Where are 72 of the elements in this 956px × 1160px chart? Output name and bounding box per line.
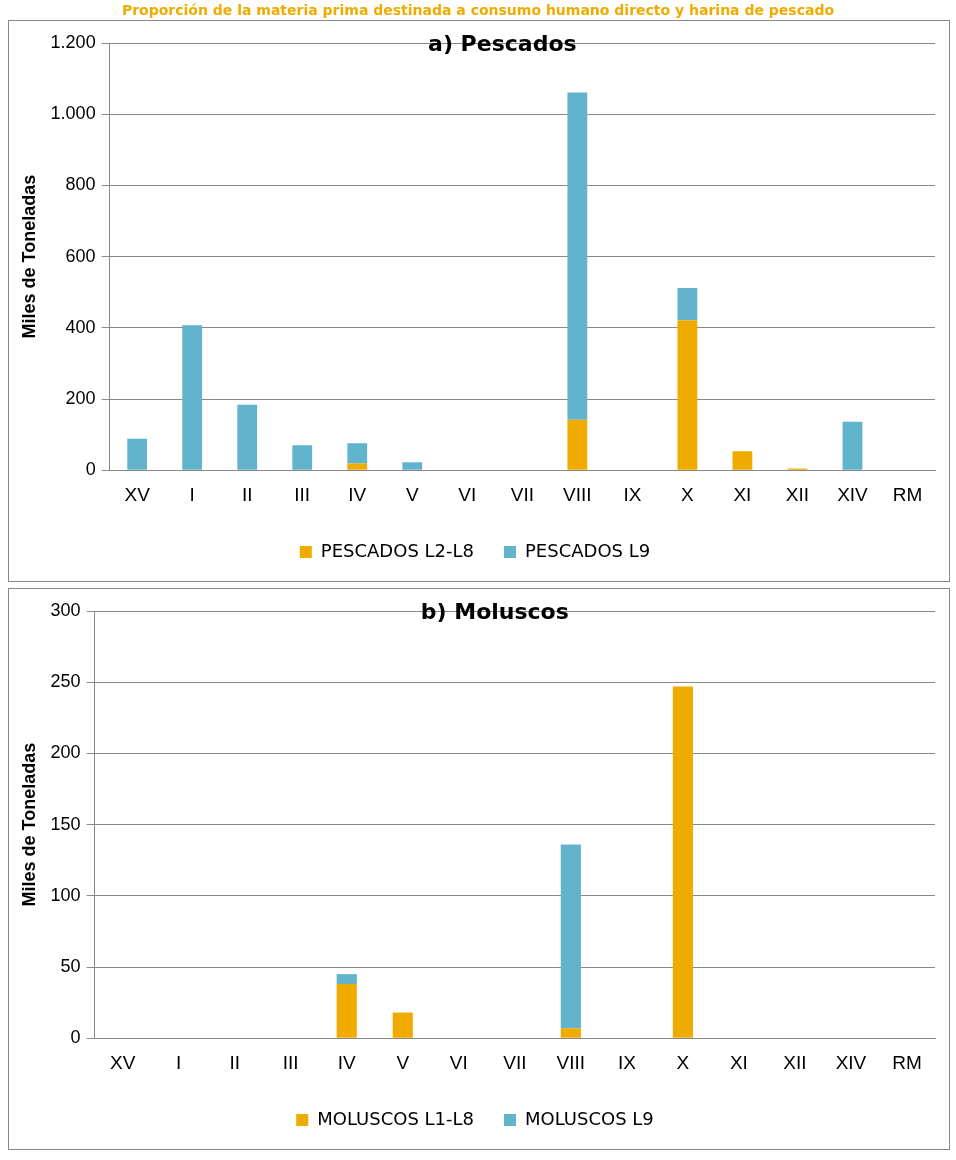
x-tick-label: VII bbox=[503, 1051, 527, 1073]
y-tick-label: 400 bbox=[65, 316, 96, 337]
bar bbox=[842, 421, 863, 470]
x-tick-label: XII bbox=[785, 483, 810, 505]
bar bbox=[677, 287, 698, 321]
x-tick-label: VIII bbox=[563, 483, 592, 505]
bar bbox=[127, 438, 148, 470]
x-tick-label: RM bbox=[892, 483, 923, 505]
legend-label: MOLUSCOS L9 bbox=[524, 1107, 654, 1129]
y-tick-label: 0 bbox=[70, 1027, 81, 1048]
x-tick-label: VII bbox=[510, 483, 534, 505]
x-tick-label: II bbox=[241, 483, 253, 505]
bar bbox=[560, 1028, 581, 1038]
bar bbox=[392, 1012, 413, 1038]
x-tick-label: XV bbox=[109, 1051, 136, 1073]
y-tick-label: 200 bbox=[65, 387, 96, 408]
y-axis-title: Miles de Toneladas bbox=[18, 742, 39, 907]
bar bbox=[402, 462, 423, 470]
legend-label: PESCADOS L2-L8 bbox=[320, 539, 474, 561]
x-tick-label: X bbox=[676, 1051, 690, 1073]
y-tick-label: 150 bbox=[50, 813, 81, 834]
x-tick-label: XI bbox=[729, 1051, 748, 1073]
y-tick-label: 1.000 bbox=[50, 103, 96, 124]
x-tick-label: III bbox=[282, 1051, 299, 1073]
text: Proporción de la materia prima destinada a consumo humano directo y harina de pescado bbox=[120, 1, 836, 20]
bar bbox=[347, 443, 368, 464]
x-tick-label: XIV bbox=[835, 1051, 867, 1073]
x-tick-label: XIV bbox=[837, 483, 869, 505]
x-tick-label: XI bbox=[733, 483, 752, 505]
bar bbox=[336, 974, 357, 985]
x-tick-label: XII bbox=[783, 1051, 807, 1073]
x-tick-label: X bbox=[681, 483, 695, 505]
x-tick-label: IV bbox=[337, 1051, 357, 1073]
x-tick-label: V bbox=[405, 483, 419, 505]
y-tick-label: 250 bbox=[50, 671, 81, 692]
x-tick-label: RM bbox=[892, 1051, 922, 1073]
x-tick-label: XV bbox=[124, 483, 151, 505]
y-axis-title: Miles de Toneladas bbox=[18, 174, 39, 339]
x-tick-label: VIII bbox=[556, 1051, 586, 1073]
x-tick-label: VI bbox=[458, 483, 477, 505]
bar bbox=[732, 451, 753, 470]
bar bbox=[292, 445, 313, 470]
x-tick-label: I bbox=[189, 483, 195, 505]
x-tick-label: III bbox=[294, 483, 311, 505]
chart-title: b) Moluscos bbox=[420, 598, 569, 624]
y-tick-label: 200 bbox=[50, 742, 81, 763]
y-tick-label: 1.200 bbox=[50, 31, 96, 52]
x-tick-label: VI bbox=[449, 1051, 468, 1073]
y-tick-label: 100 bbox=[50, 884, 81, 905]
x-tick-label: IV bbox=[348, 483, 367, 505]
bar bbox=[182, 325, 203, 470]
bar bbox=[672, 686, 693, 1038]
bar bbox=[237, 404, 258, 470]
bar bbox=[347, 463, 368, 470]
legend-label: MOLUSCOS L1-L8 bbox=[317, 1107, 474, 1129]
bar bbox=[560, 844, 581, 1029]
y-tick-label: 600 bbox=[65, 245, 96, 266]
legend-label: PESCADOS L9 bbox=[524, 539, 651, 561]
bar bbox=[677, 320, 698, 470]
y-tick-label: 0 bbox=[85, 459, 96, 480]
y-tick-label: 800 bbox=[65, 174, 96, 195]
x-tick-label: I bbox=[176, 1051, 182, 1073]
y-tick-label: 50 bbox=[60, 955, 81, 976]
y-tick-label: 300 bbox=[50, 599, 81, 620]
x-tick-label: V bbox=[396, 1051, 410, 1073]
x-tick-label: IX bbox=[617, 1051, 637, 1073]
bar bbox=[336, 984, 357, 1038]
x-tick-label: II bbox=[229, 1051, 240, 1073]
bar bbox=[567, 92, 588, 420]
bar bbox=[567, 419, 588, 470]
x-tick-label: IX bbox=[623, 483, 642, 505]
chart-title: a) Pescados bbox=[428, 30, 577, 56]
